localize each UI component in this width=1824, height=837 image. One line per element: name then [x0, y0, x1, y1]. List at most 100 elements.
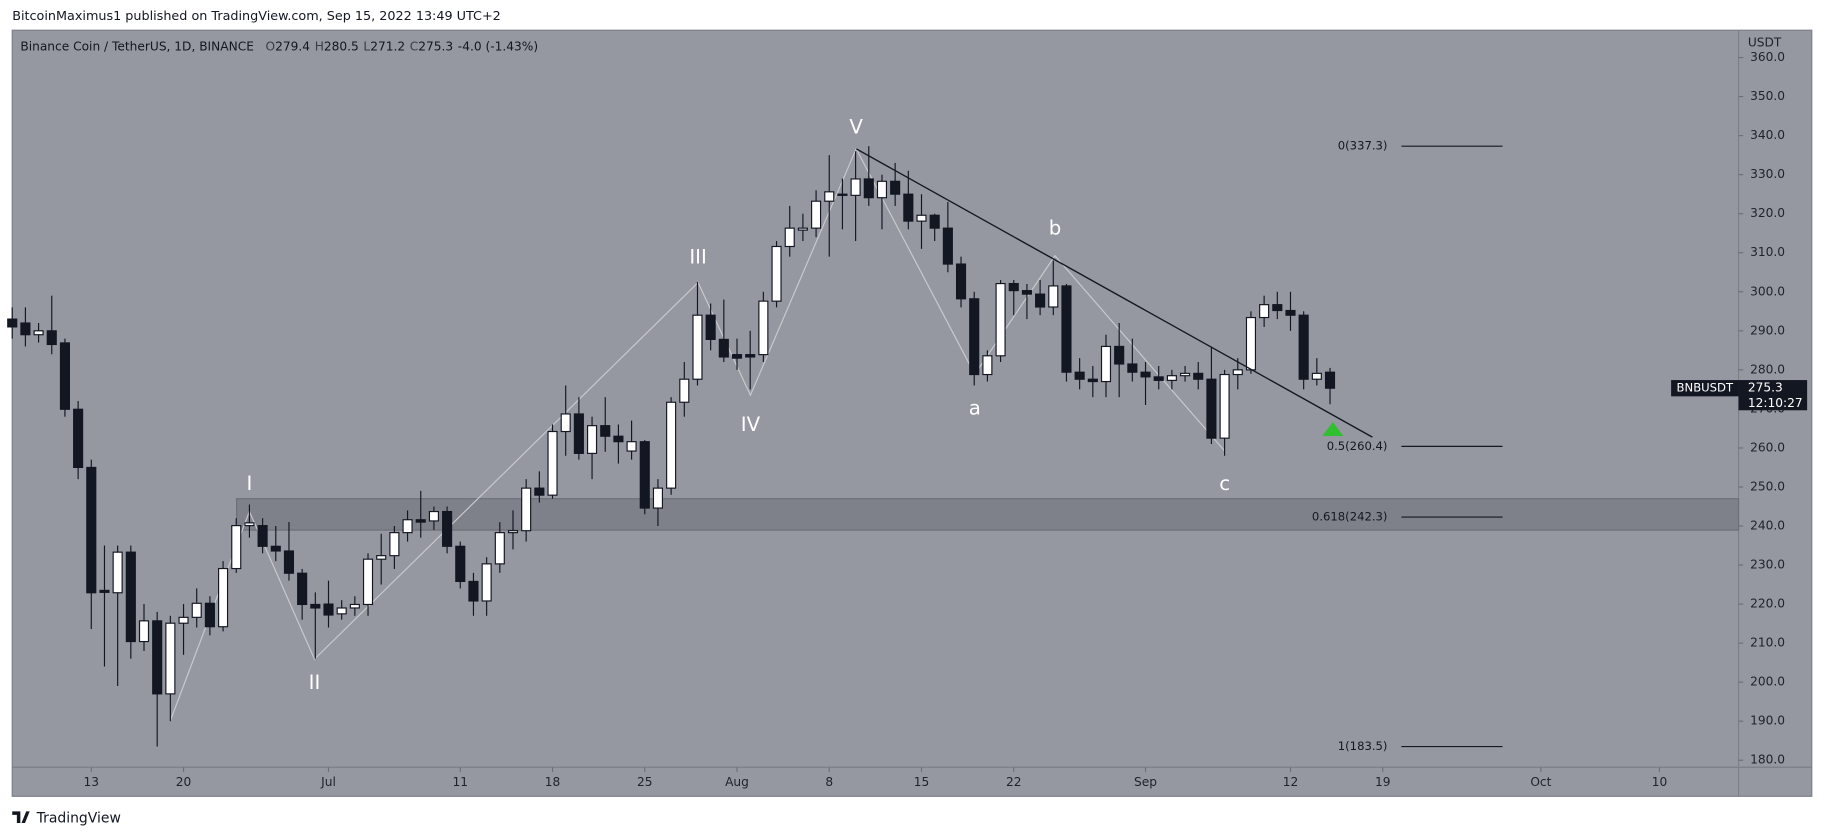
candle-body: [336, 607, 347, 615]
support-zone: [236, 498, 1740, 531]
candle-body: [916, 214, 927, 222]
candle-body: [1285, 309, 1296, 316]
candle-body: [323, 603, 334, 616]
y-tick-label: 360.0: [1750, 50, 1785, 64]
y-tick-label: 290.0: [1750, 323, 1785, 337]
x-tick-label: 25: [637, 775, 653, 789]
candle-body: [1298, 314, 1309, 380]
candle-body: [86, 466, 97, 594]
y-tick-label: 250.0: [1750, 479, 1785, 493]
wave-label: b: [1049, 217, 1062, 240]
candle-body: [1008, 282, 1019, 292]
legend-value: 271.2: [370, 39, 405, 53]
x-tick-label: Sep: [1134, 775, 1157, 789]
candle-body: [244, 522, 255, 527]
candle-body: [863, 178, 874, 199]
candle-body: [125, 551, 136, 643]
candle-body: [59, 342, 70, 410]
candle-body: [903, 193, 914, 222]
wave-label: c: [1219, 472, 1230, 495]
candle-body: [1140, 371, 1151, 378]
candle-body: [613, 435, 624, 443]
price-axis-unit: USDT: [1748, 36, 1782, 50]
candle-body: [521, 487, 532, 532]
candle-body: [1021, 290, 1032, 295]
trend-line: [855, 148, 1373, 438]
candle-body: [33, 330, 44, 336]
candle-body: [402, 519, 413, 534]
x-tick-label: 19: [1375, 775, 1391, 789]
candle-body: [1087, 378, 1098, 383]
x-tick-label: 13: [84, 775, 100, 789]
candle-body: [639, 441, 650, 509]
legend-value: 275.3: [418, 39, 453, 53]
candle-body: [204, 602, 215, 628]
candle-body: [455, 545, 466, 583]
legend-change: -4.0 (-1.43%): [458, 39, 538, 53]
y-tick-label: 180.0: [1750, 753, 1785, 767]
candle-body: [797, 227, 808, 231]
candle-body: [942, 227, 953, 265]
countdown: 12:10:27: [1748, 396, 1803, 410]
candle-body: [494, 532, 505, 565]
candle-body: [547, 430, 558, 496]
candles: [7, 146, 1336, 747]
y-tick-label: 220.0: [1750, 597, 1785, 611]
candle-body: [481, 563, 492, 602]
candle-body: [507, 530, 519, 534]
candle-body: [626, 441, 637, 452]
candle-body: [1219, 373, 1230, 439]
candle-body: [218, 567, 229, 628]
candle-body: [1035, 293, 1046, 308]
x-tick-label: 11: [453, 775, 469, 789]
y-tick-label: 320.0: [1750, 206, 1785, 220]
candle-body: [995, 282, 1006, 357]
x-tick-label: 15: [914, 775, 930, 789]
candle-body: [534, 487, 545, 496]
candle-body: [718, 338, 729, 358]
candle-body: [99, 589, 110, 593]
candle-body: [586, 425, 598, 454]
publish-note: BitcoinMaximus1 published on TradingView…: [12, 9, 501, 24]
price-badge-bg: [1738, 380, 1808, 411]
candle-body: [112, 551, 123, 594]
candle-body: [745, 354, 756, 358]
candle-body: [1324, 371, 1336, 389]
candle-body: [1166, 375, 1177, 381]
candle-body: [573, 413, 584, 454]
candle-body: [758, 300, 769, 356]
candle-body: [231, 525, 242, 570]
candle-body: [811, 200, 822, 229]
symbol-badge-bg: [1671, 380, 1739, 397]
candle-body: [1180, 372, 1191, 377]
y-tick-label: 300.0: [1750, 284, 1785, 298]
candle-body: [270, 545, 281, 552]
legend-title: Binance Coin / TetherUS, 1D, BINANCE: [20, 39, 254, 53]
x-tick-label: 22: [1006, 775, 1022, 789]
candle-body: [600, 425, 611, 437]
wave-label: a: [969, 397, 981, 420]
y-tick-label: 310.0: [1750, 245, 1785, 259]
candle-body: [837, 193, 848, 196]
legend-key: H: [315, 39, 324, 53]
candle-body: [692, 314, 703, 380]
wave-count-lines: [169, 147, 1226, 721]
candle-body: [1206, 378, 1217, 439]
candle-body: [824, 191, 835, 202]
y-tick-label: 210.0: [1750, 636, 1785, 650]
x-tick-label: 20: [176, 775, 192, 789]
candle-body: [468, 580, 479, 602]
candle-body: [73, 408, 84, 469]
y-tick-label: 260.0: [1750, 440, 1785, 454]
x-tick-label: Jul: [320, 775, 336, 789]
x-tick-label: Aug: [725, 775, 749, 789]
candle-body: [1272, 304, 1283, 312]
candle-body: [1061, 285, 1072, 373]
candle-body: [178, 616, 189, 624]
y-tick-label: 240.0: [1750, 518, 1785, 532]
candle-body: [784, 227, 795, 248]
candle-body: [1100, 345, 1112, 383]
legend-value: 280.5: [324, 39, 359, 53]
